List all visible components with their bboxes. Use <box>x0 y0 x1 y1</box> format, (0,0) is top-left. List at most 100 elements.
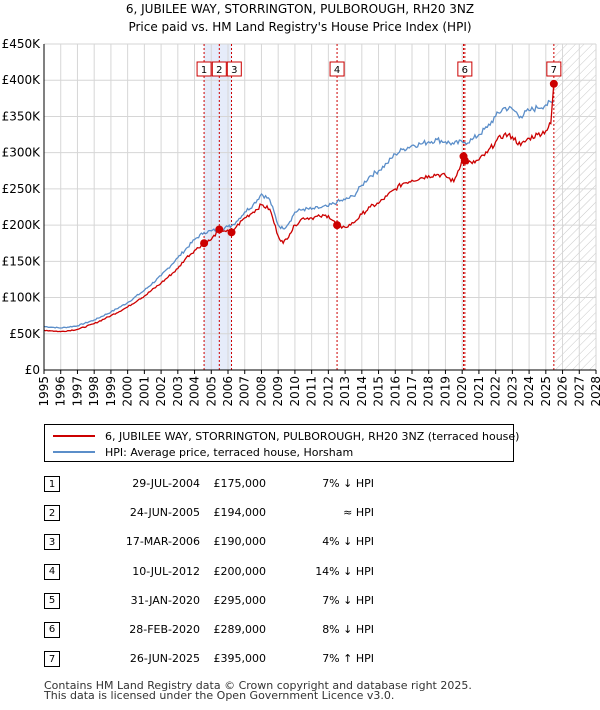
x-tick-label: 2002 <box>154 376 168 407</box>
y-tick-label: £0 <box>25 363 40 377</box>
x-tick-label: 2027 <box>572 376 586 407</box>
footer-copyright: Contains HM Land Registry data © Crown c… <box>44 679 472 692</box>
table-row: 3 17-MAR-2006 £190,000 4% ↓ HPI <box>44 532 464 561</box>
x-tick-label: 2024 <box>522 376 536 407</box>
legend-swatch-property <box>53 435 95 437</box>
marker-box-6 <box>457 61 473 77</box>
sale-point-4 <box>333 221 342 230</box>
legend-item-hpi: HPI: Average price, terraced house, Hors… <box>53 444 353 460</box>
x-tick-label: 2023 <box>505 376 519 407</box>
sale-price: £289,000 <box>213 622 267 636</box>
sale-point-7 <box>549 79 558 88</box>
chart-subtitle: Price paid vs. HM Land Registry's House … <box>128 20 471 34</box>
sale-point-6 <box>460 156 469 165</box>
y-tick-label: £450K <box>2 37 42 51</box>
sale-date: 17-MAR-2006 <box>125 535 200 549</box>
sale-date: 26-JUN-2025 <box>129 652 200 666</box>
footer: Contains HM Land Registry data © Crown c… <box>44 679 472 702</box>
sale-hpi-diff: ≈ HPI <box>343 506 374 520</box>
sale-price: £200,000 <box>213 564 267 578</box>
y-tick-label: £50K <box>9 327 41 341</box>
y-tick-label: £300K <box>2 146 42 160</box>
x-tick-label: 2025 <box>539 376 553 407</box>
marker-label-7: 7 <box>551 65 557 76</box>
marker-box-3 <box>226 61 242 77</box>
sale-hpi-diff: 7% ↑ HPI <box>322 652 374 666</box>
sale-number: 4 <box>44 563 60 580</box>
legend-item-property: 6, JUBILEE WAY, STORRINGTON, PULBOROUGH,… <box>53 428 519 444</box>
table-row: 5 31-JAN-2020 £295,000 7% ↓ HPI <box>44 591 464 620</box>
legend-label-hpi: HPI: Average price, terraced house, Hors… <box>105 445 354 459</box>
sale-price: £194,000 <box>213 506 267 520</box>
sale-point-3 <box>227 228 236 237</box>
price-chart: 6, JUBILEE WAY, STORRINGTON, PULBOROUGH,… <box>2 2 600 407</box>
x-tick-label: 2004 <box>188 376 202 407</box>
sale-number: 7 <box>44 651 60 668</box>
sale-point-1 <box>200 239 209 248</box>
x-tick-label: 2019 <box>438 376 452 407</box>
y-tick-label: £200K <box>2 218 42 232</box>
sale-number: 1 <box>44 476 60 492</box>
marker-label-1: 1 <box>201 65 207 76</box>
sale-hpi-diff: 8% ↓ HPI <box>322 622 374 636</box>
x-tick-label: 2020 <box>455 376 469 407</box>
sale-number: 5 <box>44 592 60 609</box>
marker-label-6: 6 <box>462 65 468 76</box>
sale-hpi-diff: 4% ↓ HPI <box>322 535 374 549</box>
sale-date: 28-FEB-2020 <box>129 622 200 636</box>
sale-hpi-diff: 14% ↓ HPI <box>315 564 374 578</box>
x-tick-label: 2000 <box>121 376 135 407</box>
x-tick-label: 2001 <box>137 376 151 407</box>
legend-label-property: 6, JUBILEE WAY, STORRINGTON, PULBOROUGH,… <box>105 429 520 443</box>
series-line <box>43 83 555 333</box>
highlight-band <box>204 44 232 370</box>
x-tick-label: 2021 <box>472 376 486 407</box>
x-tick-label: 2010 <box>288 376 302 407</box>
sale-price: £395,000 <box>213 652 267 666</box>
x-tick-label: 2013 <box>338 376 352 407</box>
sale-date: 10-JUL-2012 <box>132 564 200 578</box>
x-tick-label: 2003 <box>171 376 185 407</box>
sale-point-2 <box>215 225 224 234</box>
sale-hpi-diff: 7% ↓ HPI <box>322 593 374 607</box>
sale-date: 29-JUL-2004 <box>132 477 200 490</box>
x-tick-label: 1996 <box>54 376 68 407</box>
x-tick-label: 2022 <box>489 376 503 407</box>
x-tick-label: 2015 <box>372 376 386 407</box>
sale-number: 2 <box>44 505 60 522</box>
sale-price: £295,000 <box>213 593 267 607</box>
legend-swatch-hpi <box>53 451 95 453</box>
x-tick-label: 1999 <box>104 376 118 407</box>
sale-price: £190,000 <box>213 535 267 549</box>
footer-licence: This data is licensed under the Open Gov… <box>44 689 395 702</box>
marker-label-3: 3 <box>231 65 237 76</box>
y-tick-label: £400K <box>2 73 42 87</box>
marker-label-2: 2 <box>216 65 222 76</box>
x-tick-label: 2011 <box>305 376 319 407</box>
y-tick-label: £250K <box>2 182 42 196</box>
marker-box-1 <box>196 61 212 77</box>
marker-box-7 <box>546 61 562 77</box>
x-tick-label: 2005 <box>204 376 218 407</box>
x-tick-label: 2012 <box>321 376 335 407</box>
x-tick-label: 1998 <box>87 376 101 407</box>
y-tick-label: £150K <box>2 254 42 268</box>
sale-date: 24-JUN-2005 <box>129 506 200 520</box>
sale-hpi-diff: 7% ↓ HPI <box>322 477 374 490</box>
marker-box-4 <box>329 61 345 77</box>
x-tick-label: 2026 <box>556 376 570 407</box>
legend: 6, JUBILEE WAY, STORRINGTON, PULBOROUGH,… <box>44 424 519 462</box>
series-line <box>43 99 554 329</box>
x-tick-label: 1997 <box>70 376 84 407</box>
x-tick-label: 2007 <box>238 376 252 407</box>
sale-price: £175,000 <box>213 477 267 490</box>
table-row: 6 28-FEB-2020 £289,000 8% ↓ HPI <box>44 620 464 649</box>
table-row: 1 29-JUL-2004 £175,000 7% ↓ HPI <box>44 474 464 503</box>
x-tick-label: 2017 <box>405 376 419 407</box>
x-tick-label: 2009 <box>271 376 285 407</box>
sale-number: 3 <box>44 534 60 551</box>
x-tick-label: 2014 <box>355 376 369 407</box>
y-tick-label: £350K <box>2 109 42 123</box>
sales-table: 1 29-JUL-2004 £175,000 7% ↓ HPI 2 24-JUN… <box>44 474 464 678</box>
x-tick-label: 2028 <box>589 376 600 407</box>
